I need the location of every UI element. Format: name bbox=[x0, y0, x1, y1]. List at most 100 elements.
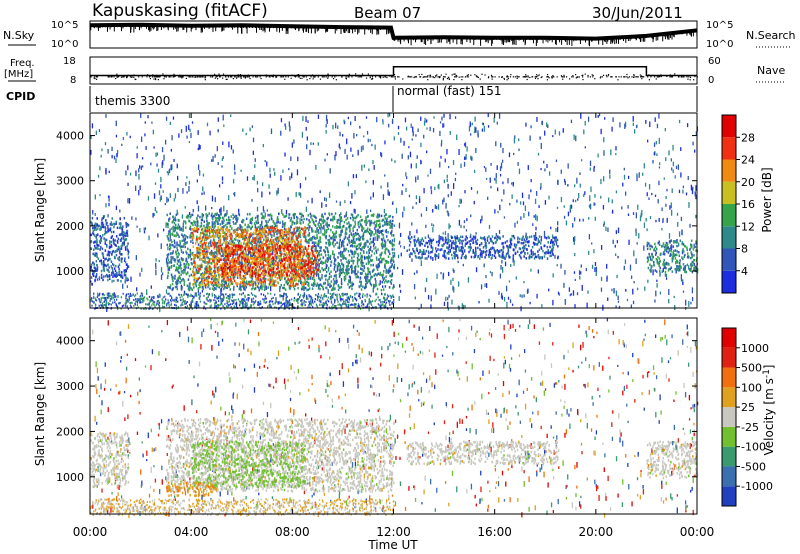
heat-cell bbox=[218, 286, 221, 289]
heat-speckle bbox=[305, 206, 308, 212]
heat-speckle bbox=[615, 253, 617, 256]
freq-dot bbox=[397, 76, 399, 78]
freq-dot bbox=[232, 78, 234, 80]
heat-cell bbox=[103, 237, 105, 240]
cpid-segment-1: themis 3300 bbox=[95, 94, 170, 108]
freq-dot bbox=[476, 76, 479, 78]
heat-speckle bbox=[541, 304, 543, 308]
heat-cell bbox=[122, 235, 125, 239]
heat-speckle bbox=[346, 138, 348, 145]
heat-speckle bbox=[495, 173, 497, 179]
heat-cell bbox=[197, 224, 199, 227]
heat-cell bbox=[254, 282, 257, 285]
heat-cell bbox=[376, 219, 378, 223]
heat-cell bbox=[382, 258, 384, 261]
heat-cell bbox=[316, 230, 318, 234]
heat-speckle bbox=[398, 222, 401, 229]
heat-cell bbox=[332, 216, 334, 219]
heat-cell bbox=[348, 268, 350, 271]
freq-dot bbox=[479, 78, 481, 80]
heat-speckle bbox=[695, 214, 697, 219]
heat-speckle bbox=[119, 209, 121, 213]
freq-dot bbox=[506, 75, 508, 77]
heat-speckle bbox=[375, 251, 378, 254]
heat-speckle bbox=[233, 286, 235, 291]
heat-speckle bbox=[165, 289, 168, 294]
freq-dot bbox=[407, 75, 409, 77]
heat-cell bbox=[293, 212, 296, 216]
heat-speckle bbox=[395, 207, 398, 214]
heat-cell bbox=[196, 220, 199, 223]
heat-cell bbox=[309, 257, 312, 260]
heat-speckle bbox=[201, 192, 203, 196]
heat-speckle bbox=[107, 224, 109, 230]
heat-cell bbox=[326, 223, 328, 226]
heat-speckle bbox=[176, 279, 178, 284]
heat-cell bbox=[176, 285, 178, 288]
heat-cell bbox=[174, 268, 177, 272]
heat-cell bbox=[257, 286, 260, 289]
heat-cell bbox=[117, 247, 120, 251]
heat-cell bbox=[213, 239, 215, 242]
heat-speckle bbox=[560, 263, 562, 269]
heat-cell bbox=[385, 247, 387, 251]
freq-dot bbox=[159, 76, 161, 78]
freq-dot bbox=[648, 79, 650, 81]
heat-speckle bbox=[500, 292, 503, 297]
heat-speckle bbox=[652, 269, 654, 276]
heat-cell bbox=[241, 220, 243, 224]
heat-speckle bbox=[376, 235, 378, 242]
heat-cell bbox=[356, 215, 358, 218]
heat-cell bbox=[215, 248, 218, 252]
heat-speckle bbox=[365, 180, 367, 184]
heat-cell bbox=[208, 226, 211, 230]
freq-dot bbox=[618, 76, 620, 78]
heat-cell bbox=[329, 285, 331, 289]
date-label: 30/Jun/2011 bbox=[592, 4, 683, 22]
heat-speckle bbox=[617, 295, 619, 300]
heat-speckle bbox=[207, 266, 209, 272]
freq-dot bbox=[126, 76, 129, 78]
heat-speckle bbox=[550, 226, 552, 230]
heat-cell bbox=[391, 244, 394, 248]
freq-dot bbox=[522, 76, 524, 78]
heat-speckle bbox=[311, 299, 314, 304]
heat-cell bbox=[309, 225, 311, 229]
heat-cell bbox=[343, 237, 346, 241]
heat-speckle bbox=[425, 224, 427, 228]
heat-cell bbox=[313, 235, 315, 239]
freq-dot bbox=[429, 76, 431, 78]
heat-cell bbox=[206, 226, 209, 230]
heat-cell bbox=[305, 238, 308, 242]
heat-cell bbox=[393, 243, 395, 247]
heat-cell bbox=[234, 275, 236, 279]
heat-speckle bbox=[567, 163, 569, 169]
heat-speckle bbox=[349, 201, 352, 205]
heat-cell bbox=[384, 263, 386, 267]
heat-cell bbox=[115, 250, 117, 253]
heat-speckle bbox=[263, 209, 265, 213]
heat-speckle bbox=[135, 255, 137, 261]
freq-dot bbox=[313, 76, 315, 78]
freq-dot bbox=[455, 74, 457, 77]
heat-speckle bbox=[101, 148, 103, 152]
heat-cell bbox=[180, 279, 183, 282]
freq-dot bbox=[335, 79, 337, 81]
freq-dot bbox=[688, 76, 690, 78]
heat-speckle bbox=[533, 215, 535, 218]
freq-dot bbox=[462, 76, 464, 78]
heat-speckle bbox=[654, 117, 656, 122]
heat-cell bbox=[379, 222, 381, 226]
freq-dot bbox=[494, 76, 496, 78]
heat-speckle bbox=[494, 177, 496, 181]
heat-speckle bbox=[412, 131, 414, 137]
heat-cell bbox=[232, 256, 234, 259]
heat-cell bbox=[95, 275, 97, 279]
heat-cell bbox=[341, 253, 344, 256]
heat-speckle bbox=[113, 279, 115, 282]
heat-speckle bbox=[262, 144, 265, 148]
heat-cell bbox=[216, 241, 218, 245]
heat-speckle bbox=[485, 283, 488, 288]
heat-speckle bbox=[540, 182, 542, 189]
heat-cell bbox=[361, 268, 363, 271]
